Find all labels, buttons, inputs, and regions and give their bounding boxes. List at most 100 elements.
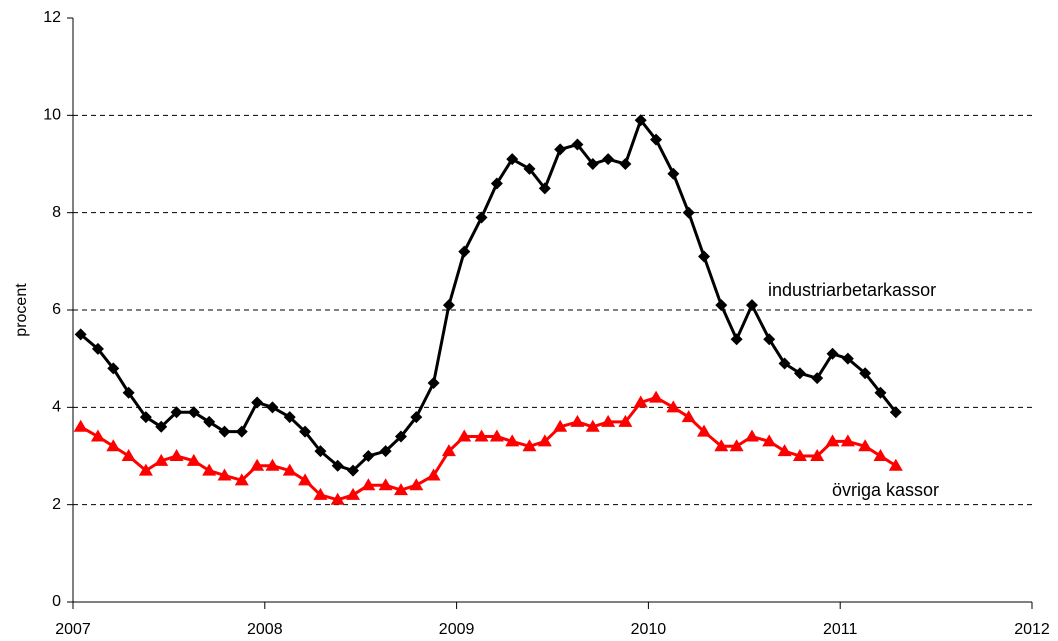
y-tick-label: 0: [52, 593, 61, 610]
marker: [667, 167, 680, 180]
marker: [73, 419, 88, 432]
marker: [697, 424, 712, 437]
marker: [811, 372, 824, 385]
marker: [251, 396, 264, 409]
series-line: [79, 396, 897, 502]
marker: [122, 386, 135, 399]
marker: [792, 449, 807, 461]
y-axis-label: procent: [13, 283, 30, 337]
marker: [777, 444, 792, 457]
marker: [217, 468, 232, 481]
marker: [362, 450, 375, 462]
marker: [314, 445, 327, 458]
marker: [762, 434, 777, 447]
marker: [218, 425, 231, 438]
marker: [489, 429, 504, 442]
y-tick-label: 4: [52, 399, 61, 416]
marker: [744, 429, 759, 442]
marker: [235, 425, 248, 438]
marker: [393, 483, 408, 496]
marker: [265, 458, 280, 471]
marker: [619, 158, 632, 170]
marker: [475, 211, 488, 224]
marker: [571, 138, 584, 151]
marker: [634, 114, 647, 127]
marker: [715, 299, 728, 312]
marker: [618, 414, 633, 427]
marker: [650, 133, 663, 146]
marker: [458, 245, 471, 258]
marker: [169, 449, 184, 461]
x-tick-label: 2009: [439, 621, 475, 638]
marker: [187, 406, 200, 419]
y-tick-label: 12: [43, 9, 61, 26]
marker: [698, 250, 711, 263]
marker: [299, 425, 312, 438]
marker: [490, 177, 503, 190]
marker: [202, 463, 217, 476]
y-tick-label: 2: [52, 496, 61, 513]
marker: [282, 463, 297, 476]
series-annotation: övriga kassor: [832, 480, 939, 500]
marker: [601, 414, 616, 427]
marker: [394, 430, 407, 443]
marker: [537, 434, 552, 447]
marker: [826, 347, 839, 360]
marker: [298, 473, 313, 486]
marker: [347, 464, 360, 477]
marker: [330, 492, 345, 505]
x-tick-label: 2010: [631, 621, 667, 638]
marker: [873, 449, 888, 461]
marker: [250, 458, 265, 471]
y-tick-label: 6: [52, 301, 61, 318]
marker: [138, 463, 153, 476]
x-tick-label: 2008: [247, 621, 283, 638]
marker: [331, 459, 344, 472]
marker: [441, 444, 456, 457]
marker: [457, 429, 472, 442]
marker: [409, 478, 424, 491]
marker: [810, 449, 825, 461]
marker: [889, 406, 902, 419]
marker: [121, 449, 136, 461]
marker: [729, 439, 744, 452]
marker: [107, 362, 120, 375]
marker: [313, 487, 328, 500]
marker: [346, 487, 361, 500]
marker: [474, 429, 489, 442]
marker: [682, 206, 695, 219]
marker: [778, 357, 791, 370]
x-tick-label: 2012: [1014, 621, 1050, 638]
marker: [840, 434, 855, 447]
marker: [234, 473, 249, 486]
marker: [602, 153, 615, 166]
marker: [154, 453, 169, 466]
marker: [859, 367, 872, 380]
marker: [378, 478, 393, 491]
marker: [186, 453, 201, 466]
marker: [649, 390, 664, 403]
marker: [170, 406, 183, 419]
marker: [586, 158, 599, 170]
series-line: [79, 118, 898, 473]
marker: [523, 162, 536, 175]
marker: [505, 434, 520, 447]
marker: [874, 386, 887, 399]
marker: [570, 414, 585, 427]
marker: [554, 143, 567, 156]
marker: [506, 153, 519, 166]
marker: [714, 439, 729, 452]
marker: [585, 419, 600, 432]
marker: [74, 328, 87, 341]
marker: [858, 439, 873, 452]
marker: [106, 439, 121, 452]
marker: [681, 410, 696, 423]
marker: [139, 411, 152, 424]
marker: [553, 419, 568, 432]
marker: [203, 415, 216, 428]
marker: [538, 182, 551, 195]
marker: [90, 429, 105, 442]
marker: [888, 458, 903, 471]
marker: [666, 400, 681, 413]
